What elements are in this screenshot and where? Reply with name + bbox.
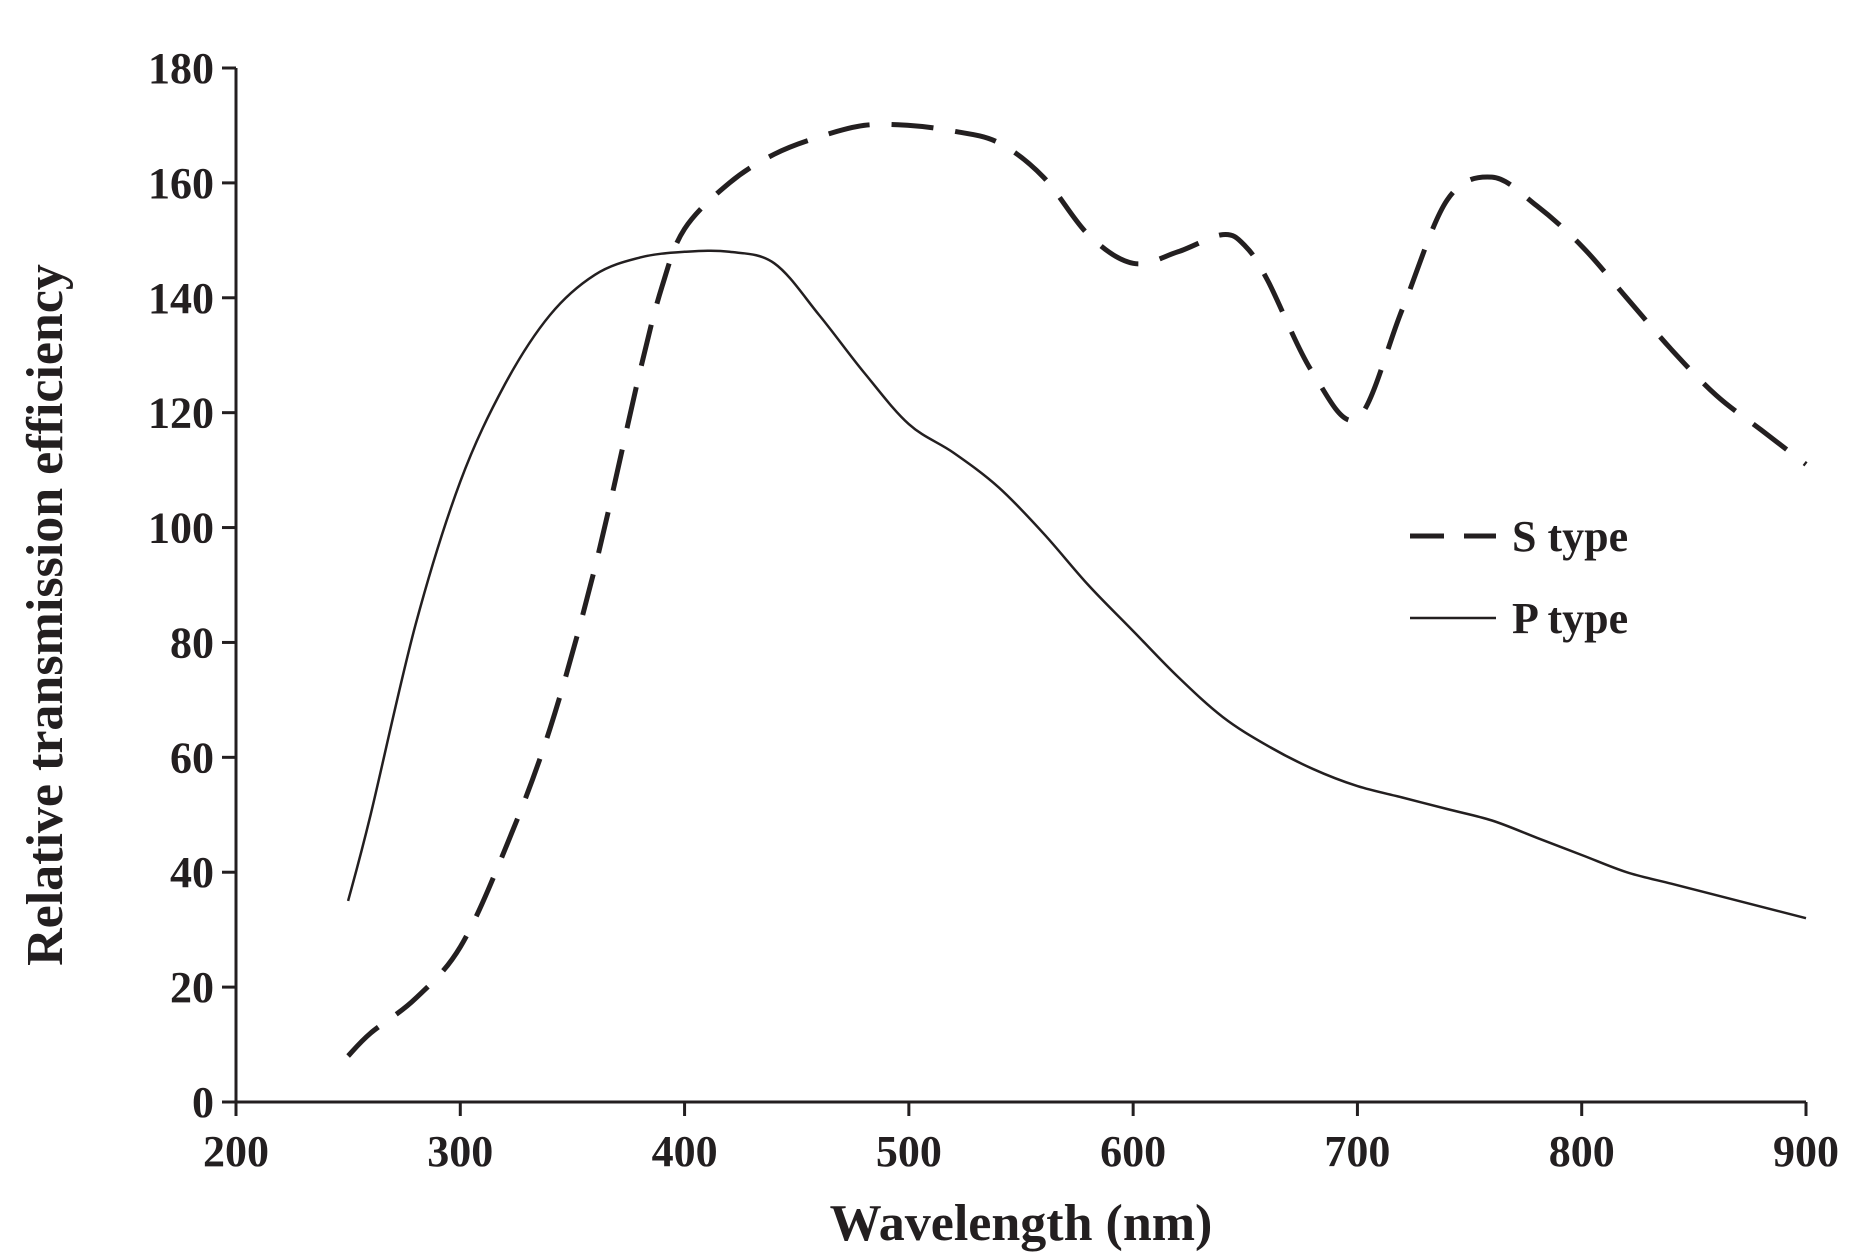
legend: S type P type xyxy=(1410,512,1628,643)
series-layer xyxy=(346,121,1808,1058)
y-tick-label: 20 xyxy=(170,963,214,1012)
x-tick-label: 200 xyxy=(203,1127,269,1176)
y-tick-label: 120 xyxy=(148,389,214,438)
y-tick-label: 160 xyxy=(148,159,214,208)
y-tick-label: 0 xyxy=(192,1078,214,1127)
y-tick-label: 140 xyxy=(148,274,214,323)
x-tick-label: 900 xyxy=(1773,1127,1839,1176)
x-tick-label: 700 xyxy=(1324,1127,1390,1176)
legend-label-p-type: P type xyxy=(1512,594,1628,643)
x-axis-title: Wavelength (nm) xyxy=(830,1195,1213,1252)
axes: 0 20 40 60 80 100 120 140 160 180 200 300 400 500 600 7… xyxy=(148,44,1839,1176)
y-axis-title: Relative transmission efficiency xyxy=(17,264,74,966)
y-tick-label: 60 xyxy=(170,733,214,782)
x-tick-label: 400 xyxy=(652,1127,718,1176)
x-tick-label: 800 xyxy=(1549,1127,1615,1176)
y-tick-label: 80 xyxy=(170,618,214,667)
legend-label-s-type: S type xyxy=(1512,512,1628,561)
x-tick-label: 300 xyxy=(427,1127,493,1176)
x-tick-label: 600 xyxy=(1100,1127,1166,1176)
y-tick-label: 180 xyxy=(148,44,214,93)
y-tick-label: 100 xyxy=(148,504,214,553)
series-line-s-type xyxy=(346,121,1808,1058)
x-tick-label: 500 xyxy=(876,1127,942,1176)
series-line-p-type xyxy=(346,249,1807,920)
y-tick-label: 40 xyxy=(170,848,214,897)
